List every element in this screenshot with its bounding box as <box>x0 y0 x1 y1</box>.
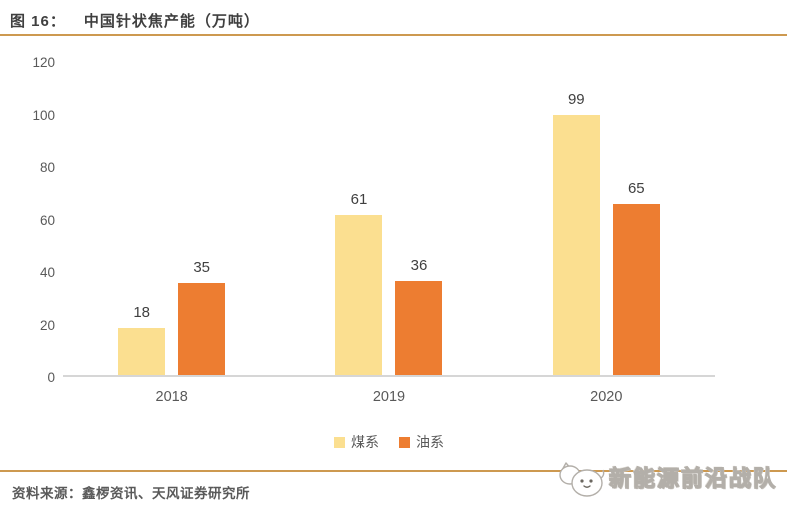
bar-油系-2019: 36 <box>395 257 443 375</box>
legend-swatch-icon <box>334 436 345 448</box>
legend-item-煤系: 煤系 <box>334 432 379 452</box>
plot-area: 18 35 61 36 99 65 <box>63 62 715 377</box>
y-tick-label: 40 <box>39 265 55 280</box>
legend-swatch-icon <box>399 436 410 448</box>
team-watermark-text: 新能源前沿战队 <box>608 465 777 491</box>
y-tick-label: 20 <box>39 317 55 333</box>
legend-label: 煤系 <box>351 434 379 450</box>
bar-value-label: 99 <box>567 91 585 109</box>
bar-煤系-2018: 18 <box>118 304 166 375</box>
bar-value-label: 18 <box>133 303 150 321</box>
x-tick-label: 2019 <box>372 389 406 405</box>
data-source-text: 资料来源：鑫椤资讯、天风证券研究所 <box>12 486 250 501</box>
y-tick-label: 100 <box>32 107 55 123</box>
y-tick-label: 60 <box>39 212 55 228</box>
figure-header: 图 16： 中国针状焦产能（万吨） <box>10 8 260 32</box>
chart-legend: 煤系 油系 <box>63 432 715 452</box>
bar-value-label: 36 <box>410 256 428 274</box>
top-accent-rule <box>0 34 787 36</box>
bar-油系-2020: 65 <box>612 180 660 375</box>
bar-group-2020: 99 65 <box>552 91 660 375</box>
bottom-accent-rule <box>0 470 787 472</box>
bar-group-2018: 18 35 <box>118 259 226 375</box>
bar-煤系-2020: 99 <box>552 91 600 375</box>
y-tick-label: 120 <box>32 55 55 70</box>
cat-mascot-icon <box>559 462 605 497</box>
y-tick-label: 0 <box>47 370 55 385</box>
team-watermark: 新能源前沿战队 <box>557 452 777 502</box>
figure-label: 图 16： <box>10 12 66 30</box>
bar-煤系-2019: 61 <box>335 191 383 375</box>
bar-value-label: 35 <box>193 259 210 277</box>
bar-group-2019: 61 36 <box>335 191 443 375</box>
y-axis: 0 20 40 60 80 100 120 <box>0 55 55 385</box>
x-axis-labels: 2018 2019 2020 <box>63 389 715 405</box>
x-tick-label: 2018 <box>155 389 188 405</box>
legend-label: 油系 <box>416 434 444 450</box>
bar-value-label: 65 <box>627 180 645 198</box>
y-tick-label: 80 <box>39 160 55 175</box>
x-tick-label: 2020 <box>590 389 623 405</box>
bar-value-label: 61 <box>350 190 368 208</box>
figure-title: 中国针状焦产能（万吨） <box>83 12 260 30</box>
legend-item-油系: 油系 <box>399 432 444 452</box>
bar-油系-2018: 35 <box>178 259 226 375</box>
